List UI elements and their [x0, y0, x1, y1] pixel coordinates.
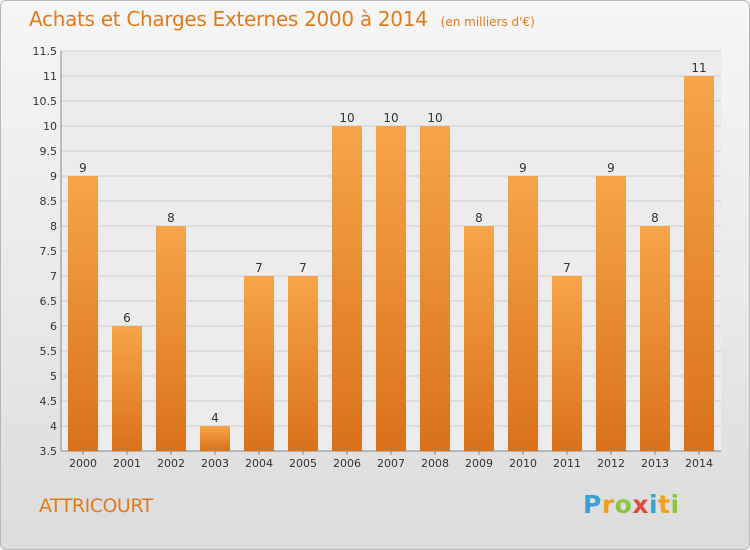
bar — [684, 76, 714, 451]
data-label: 9 — [79, 161, 87, 175]
x-tick-label: 2001 — [113, 457, 141, 470]
bar — [464, 226, 494, 451]
bar — [68, 176, 98, 451]
bar — [200, 426, 230, 451]
y-tick-label: 10 — [43, 120, 57, 133]
bar — [640, 226, 670, 451]
bar — [112, 326, 142, 451]
data-label: 7 — [299, 261, 307, 275]
x-tick-label: 2005 — [289, 457, 317, 470]
data-label: 9 — [519, 161, 527, 175]
data-label: 7 — [563, 261, 571, 275]
x-tick-label: 2009 — [465, 457, 493, 470]
x-tick-label: 2012 — [597, 457, 625, 470]
chart-title-block: Achats et Charges Externes 2000 à 2014 (… — [29, 7, 535, 31]
y-tick-label: 8 — [50, 220, 57, 233]
y-tick-label: 7 — [50, 270, 57, 283]
bar — [156, 226, 186, 451]
data-label: 8 — [475, 211, 483, 225]
data-label: 6 — [123, 311, 131, 325]
data-label: 4 — [211, 411, 219, 425]
bar — [420, 126, 450, 451]
chart-unit: (en milliers d'€) — [440, 15, 535, 29]
y-tick-label: 5 — [50, 370, 57, 383]
chart-title: Achats et Charges Externes 2000 à 2014 — [29, 7, 428, 31]
y-tick-label: 5.5 — [40, 345, 58, 358]
data-label: 10 — [339, 111, 354, 125]
y-tick-label: 8.5 — [40, 195, 58, 208]
y-tick-label: 4.5 — [40, 395, 58, 408]
proxiti-logo: Proxiti — [583, 490, 680, 519]
data-label: 8 — [651, 211, 659, 225]
bar — [332, 126, 362, 451]
data-label: 8 — [167, 211, 175, 225]
y-tick-label: 7.5 — [40, 245, 58, 258]
x-tick-label: 2011 — [553, 457, 581, 470]
x-tick-label: 2004 — [245, 457, 273, 470]
y-tick-label: 3.5 — [40, 445, 58, 458]
y-tick-label: 11 — [43, 70, 57, 83]
bar — [244, 276, 274, 451]
x-tick-label: 2003 — [201, 457, 229, 470]
x-tick-label: 2000 — [69, 457, 97, 470]
x-tick-label: 2006 — [333, 457, 361, 470]
bar — [552, 276, 582, 451]
y-tick-label: 4 — [50, 420, 57, 433]
y-tick-label: 9.5 — [40, 145, 58, 158]
bar — [376, 126, 406, 451]
data-label: 7 — [255, 261, 263, 275]
x-tick-label: 2008 — [421, 457, 449, 470]
y-tick-label: 6.5 — [40, 295, 58, 308]
y-tick-label: 10.5 — [33, 95, 58, 108]
data-label: 11 — [691, 61, 706, 75]
y-tick-label: 9 — [50, 170, 57, 183]
data-label: 10 — [427, 111, 442, 125]
x-tick-label: 2013 — [641, 457, 669, 470]
x-tick-label: 2014 — [685, 457, 713, 470]
data-label: 10 — [383, 111, 398, 125]
bar — [596, 176, 626, 451]
y-tick-label: 6 — [50, 320, 57, 333]
x-tick-label: 2002 — [157, 457, 185, 470]
x-tick-label: 2007 — [377, 457, 405, 470]
y-tick-label: 11.5 — [33, 45, 58, 58]
commune-name: ATTRICOURT — [39, 495, 153, 517]
data-label: 9 — [607, 161, 615, 175]
bar — [288, 276, 318, 451]
bar — [508, 176, 538, 451]
x-tick-label: 2010 — [509, 457, 537, 470]
